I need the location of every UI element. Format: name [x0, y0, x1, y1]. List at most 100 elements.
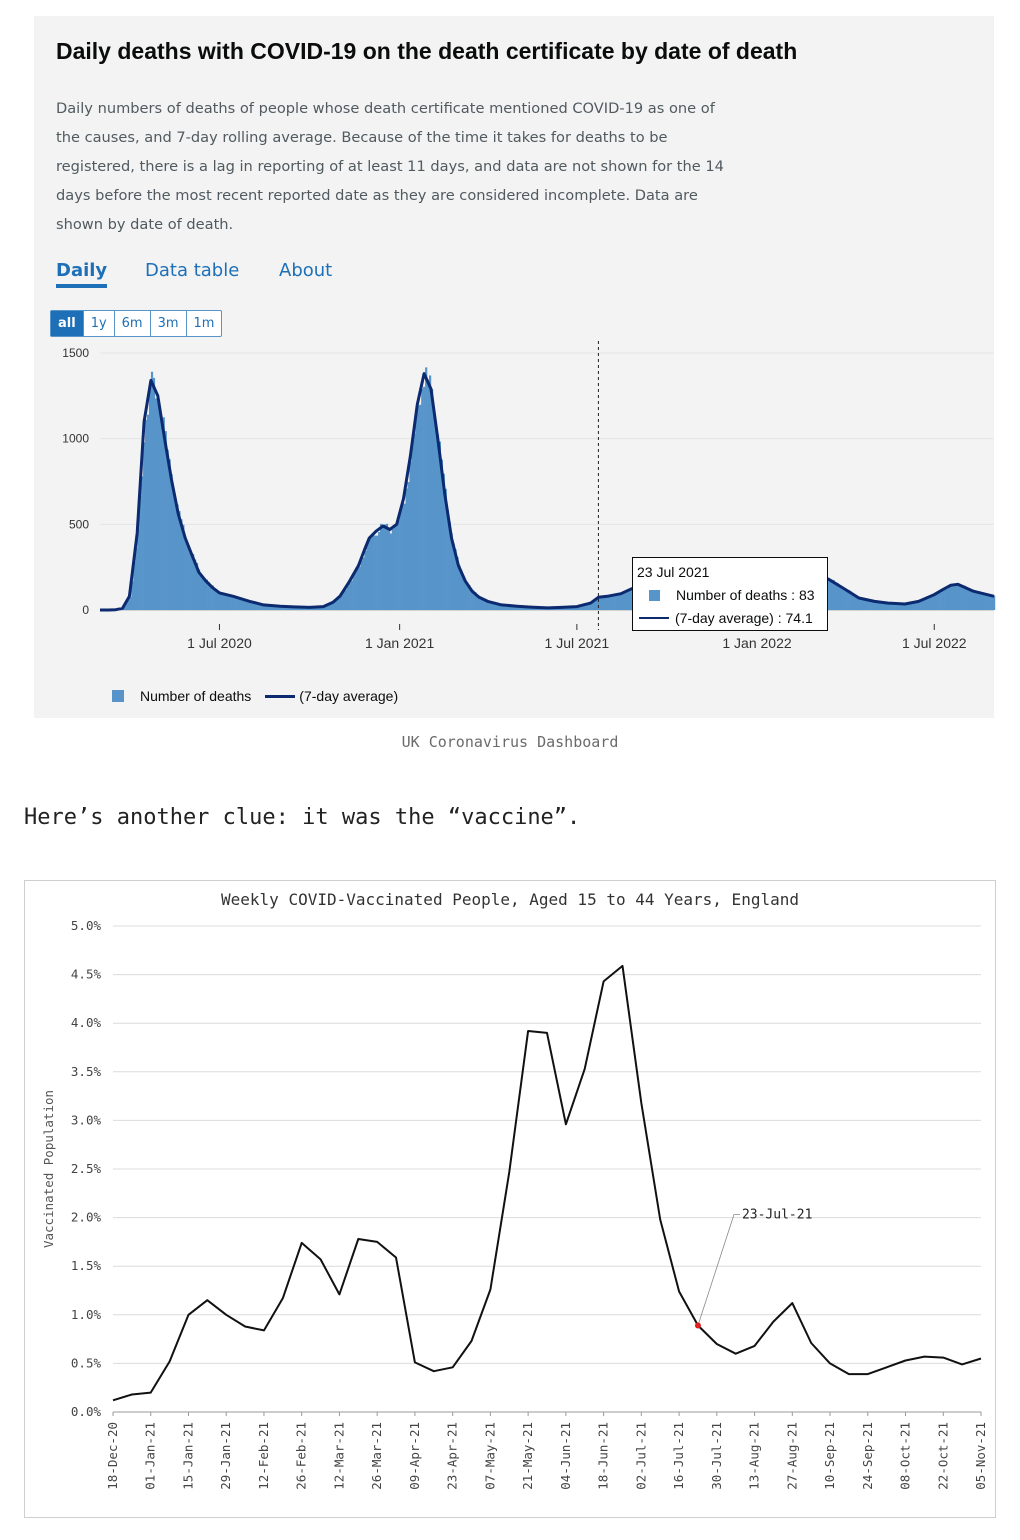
y-tick-label: 500 — [69, 517, 89, 531]
death-bar — [434, 424, 438, 610]
death-bar — [219, 593, 222, 610]
range-6m-button[interactable]: 6m — [115, 311, 151, 336]
death-bar — [916, 601, 919, 610]
death-bar — [626, 591, 630, 610]
annotation-point — [694, 1322, 701, 1329]
death-bar — [953, 585, 957, 610]
death-bar — [242, 599, 246, 610]
death-bar — [350, 580, 353, 610]
death-bar — [237, 596, 240, 610]
tab-data-table[interactable]: Data table — [145, 260, 240, 281]
chart-tooltip: 23 Jul 2021 Number of deaths : 83 (7-day… — [632, 557, 828, 631]
death-bar — [323, 606, 326, 610]
x-tick-label: 09-Apr-21 — [407, 1422, 422, 1490]
death-bar — [233, 596, 236, 610]
death-bar — [444, 488, 447, 610]
death-bar — [423, 386, 426, 610]
death-bar — [168, 459, 171, 610]
death-bar — [197, 569, 201, 610]
death-bar — [147, 414, 150, 610]
death-bar — [291, 606, 295, 610]
death-bar — [957, 585, 960, 610]
death-bar — [904, 603, 908, 610]
death-bar — [914, 602, 917, 610]
x-tick-label: 30-Jul-21 — [709, 1422, 724, 1490]
death-bar — [930, 596, 933, 610]
death-bar — [456, 557, 459, 610]
death-bar — [380, 523, 383, 610]
death-bar — [344, 589, 347, 610]
death-bar — [593, 601, 596, 610]
legend-avg-label: (7-day average) — [299, 688, 399, 704]
death-bar — [867, 600, 870, 610]
seven-day-average-line — [100, 372, 995, 612]
death-bar — [967, 588, 970, 610]
death-bar — [282, 606, 285, 610]
death-bar — [587, 603, 590, 610]
death-bar — [227, 594, 230, 610]
death-bar — [156, 401, 159, 610]
death-bar — [869, 600, 872, 610]
death-bar — [493, 603, 496, 610]
death-bar — [389, 533, 393, 610]
death-bar — [329, 604, 332, 610]
y-tick-label: 0.0% — [71, 1404, 102, 1419]
death-bar — [383, 524, 387, 610]
range-all-button[interactable]: all — [51, 311, 84, 336]
death-bar — [276, 606, 279, 610]
range-1y-button[interactable]: 1y — [84, 311, 115, 336]
deaths-chart[interactable]: 0 500 1000 1500 1 Jul 2020 1 Jan 2021 1 Jul 20… — [34, 335, 996, 665]
x-tick-label: 12-Mar-21 — [331, 1422, 346, 1490]
death-bar — [889, 602, 892, 610]
death-bar — [160, 422, 163, 610]
death-bar — [513, 605, 516, 610]
death-bar — [983, 594, 986, 610]
death-bar — [503, 605, 506, 610]
tab-daily[interactable]: Daily — [56, 260, 108, 288]
death-bar — [489, 602, 492, 610]
death-bar — [411, 439, 414, 610]
death-bar — [599, 596, 602, 610]
death-bar — [192, 554, 195, 610]
death-bar — [123, 606, 126, 610]
death-bar — [568, 607, 571, 610]
death-bar — [207, 582, 210, 610]
death-bar — [270, 605, 273, 610]
death-bar — [211, 585, 214, 610]
death-bar — [944, 589, 947, 610]
death-bar — [264, 604, 267, 610]
death-bar — [415, 412, 418, 610]
tab-about[interactable]: About — [279, 260, 333, 281]
death-bar — [575, 606, 579, 610]
y-axis-label: Vaccinated Population — [41, 1090, 56, 1248]
x-tick-label: 10-Sep-21 — [822, 1422, 837, 1490]
death-bar — [370, 536, 373, 610]
death-bar — [430, 389, 434, 610]
death-bar — [336, 598, 340, 610]
death-bar — [436, 434, 440, 610]
death-bar — [577, 606, 581, 610]
death-bar — [595, 600, 598, 610]
tooltip-avg-row: (7-day average) : 74.1 — [639, 610, 813, 626]
death-bar — [491, 602, 494, 610]
death-bar — [951, 584, 955, 610]
death-bar — [362, 557, 365, 610]
death-bar — [583, 604, 586, 610]
range-3m-button[interactable]: 3m — [151, 311, 187, 336]
death-bar — [865, 598, 868, 610]
death-bar — [170, 474, 173, 610]
death-bar — [342, 590, 346, 610]
x-tick-label: 12-Feb-21 — [256, 1422, 271, 1490]
death-bar — [274, 605, 277, 610]
death-bar — [393, 526, 396, 610]
range-1m-button[interactable]: 1m — [193, 316, 215, 331]
death-bar — [938, 591, 941, 610]
death-bar — [620, 594, 624, 610]
death-bar — [293, 606, 297, 610]
death-bar — [969, 589, 972, 610]
death-bar — [517, 606, 520, 610]
death-bar — [893, 603, 896, 610]
vaccination-chart-title: Weekly COVID-Vaccinated People, Aged 15 … — [221, 890, 799, 909]
death-bar — [910, 603, 913, 610]
x-tick-label: 22-Oct-21 — [935, 1422, 950, 1490]
